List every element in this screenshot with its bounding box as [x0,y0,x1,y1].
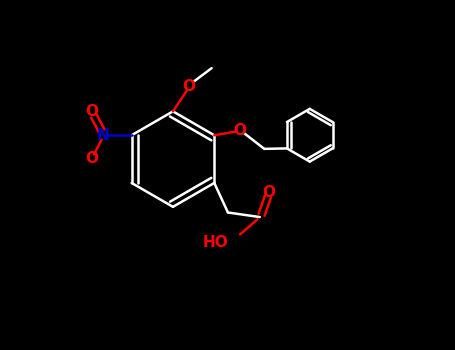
Text: O: O [86,151,99,166]
Text: HO: HO [202,234,228,250]
Text: O: O [182,79,195,94]
Text: O: O [86,104,99,119]
Text: O: O [263,184,275,200]
Text: O: O [233,123,246,138]
Text: N: N [97,128,110,143]
